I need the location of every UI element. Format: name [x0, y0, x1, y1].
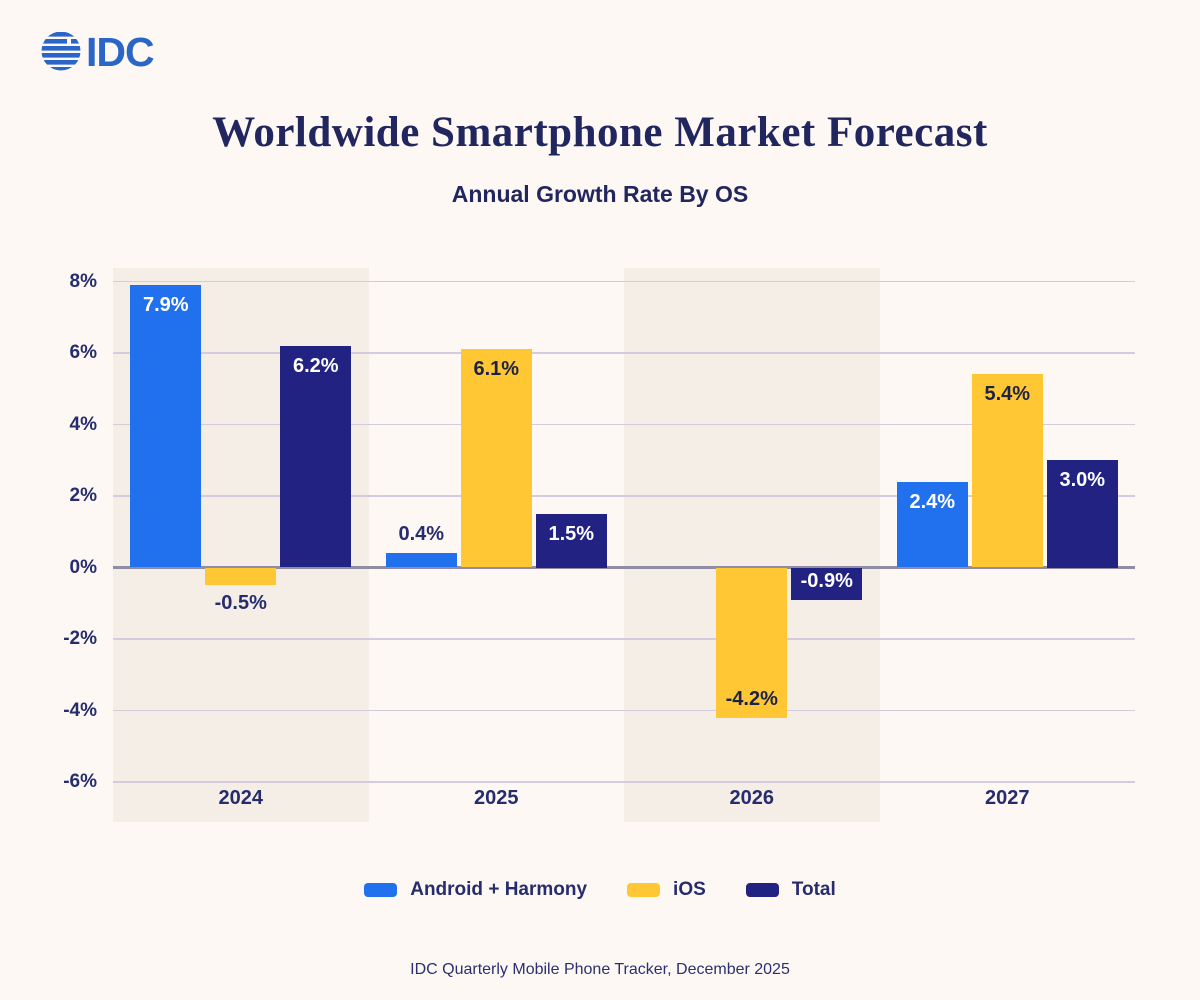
bar-value-label: 6.2% [292, 354, 339, 377]
gridline-4% [113, 423, 1135, 426]
bar-ios-2026 [716, 567, 788, 718]
bar-value-label: 5.4% [984, 383, 1031, 406]
bar-value-label: 2.4% [909, 490, 956, 513]
bar-ios-2027 [971, 374, 1043, 568]
chart-subtitle: Annual Growth Rate By OS [451, 181, 749, 207]
bar-value-label: 6.1% [473, 358, 520, 381]
gridline--4% [113, 709, 1135, 712]
y-axis-tick--6%: -6% [63, 771, 97, 792]
bar-total-2024 [280, 345, 352, 568]
legend-label: Android + Harmony [410, 879, 588, 900]
bar-value-label: 0.4% [398, 523, 445, 546]
bar-android-harmony-2027 [896, 481, 968, 568]
idc-logo-text: IDC [86, 29, 154, 75]
x-axis-label-2024: 2024 [218, 787, 264, 809]
y-axis-tick-4%: 4% [69, 413, 97, 435]
y-axis-tick--2%: -2% [63, 628, 97, 649]
bar-total-2027 [1046, 460, 1118, 568]
plot-area: 8% 6% 4% 2% 0% -2% -4% -6% 7.9% 0.4% 2.4% -0.5% 6.1%… [63, 268, 1135, 822]
highlight-band-2026 [624, 268, 880, 822]
bar-value-label: -0.5% [214, 592, 267, 615]
source-note: IDC Quarterly Mobile Phone Tracker, Dece… [410, 961, 790, 978]
legend: Android + Harmony iOS Total [0, 879, 1200, 901]
x-axis-label-2025: 2025 [474, 787, 519, 809]
legend-item-total: Total [745, 879, 836, 901]
bar-value-label: 3.0% [1059, 469, 1106, 492]
gridline-2% [113, 495, 1135, 497]
bar-value-label: 1.5% [548, 522, 595, 545]
gridline--2% [113, 638, 1135, 640]
globe-icon [41, 32, 81, 71]
zero-gridline [113, 566, 1135, 569]
bar-ios-2025 [460, 349, 532, 568]
legend-item-ios: iOS [627, 879, 706, 901]
idc-logo-graphic: IDC [41, 29, 155, 75]
y-axis-tick-6%: 6% [69, 342, 97, 363]
bar-total-2026 [791, 567, 863, 600]
bar-ios-2024 [205, 567, 277, 586]
bar-android-harmony-2024 [130, 285, 202, 568]
bar-value-label: -0.9% [800, 569, 853, 592]
bar-total-2025 [535, 513, 607, 568]
y-axis-tick--4%: -4% [63, 699, 97, 721]
legend-label: iOS [673, 879, 706, 900]
gridline-8% [113, 280, 1135, 283]
x-axis-label-2026: 2026 [729, 787, 775, 809]
y-axis-tick-8%: 8% [69, 270, 97, 292]
gridline-6% [113, 352, 1135, 354]
idc-logo: IDC [40, 27, 160, 80]
y-axis-tick-0%: 0% [69, 556, 97, 578]
legend-swatch-icon [364, 883, 398, 897]
legend-swatch-icon [627, 883, 661, 897]
bar-android-harmony-2025 [385, 553, 457, 568]
chart-title: Worldwide Smartphone Market Forecast [212, 109, 988, 156]
legend-swatch-icon [745, 883, 779, 897]
x-axis-label-2027: 2027 [985, 787, 1030, 809]
gridline--6% [113, 781, 1135, 783]
y-axis-tick-2%: 2% [69, 485, 97, 506]
bar-value-label: -4.2% [725, 687, 778, 710]
legend-item-android-harmony: Android + Harmony [364, 879, 587, 901]
bar-value-label: 7.9% [142, 294, 189, 317]
legend-label: Total [791, 879, 836, 900]
